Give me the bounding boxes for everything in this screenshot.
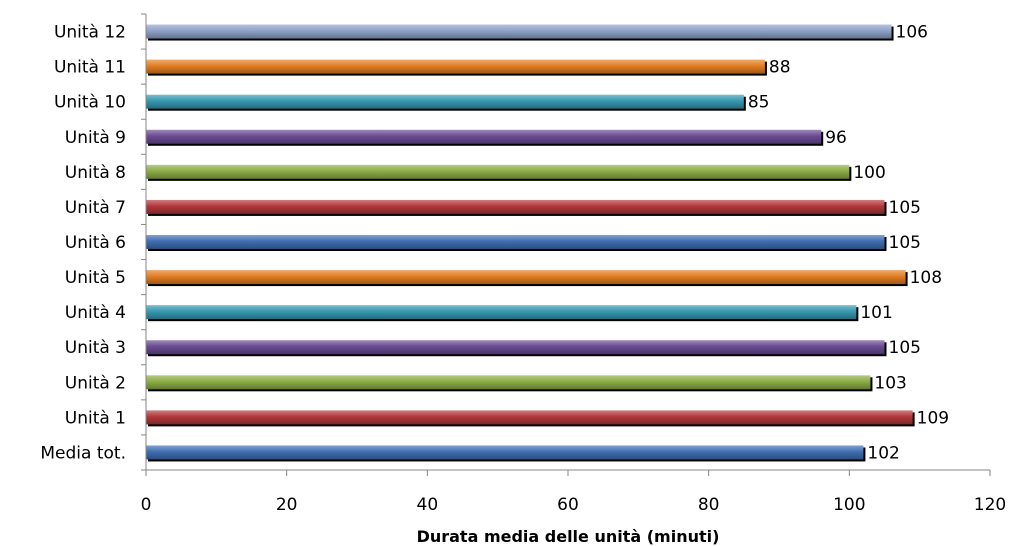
x-tick-label-20: 20 bbox=[276, 495, 298, 515]
value-label-unita-9: 96 bbox=[825, 128, 847, 148]
category-label-unita-6: Unità 6 bbox=[65, 233, 126, 253]
axes-layer bbox=[141, 13, 991, 476]
x-tick-label-0: 0 bbox=[141, 495, 152, 515]
x-tick-label-80: 80 bbox=[698, 495, 720, 515]
category-label-unita-3: Unità 3 bbox=[65, 338, 126, 358]
category-label-unita-5: Unità 5 bbox=[65, 268, 126, 288]
value-label-unita-12: 106 bbox=[896, 23, 928, 43]
bar-unita-12 bbox=[146, 24, 892, 39]
bar-unita-6 bbox=[146, 235, 885, 249]
category-label-unita-2: Unità 2 bbox=[65, 373, 126, 393]
value-label-unita-8: 100 bbox=[853, 163, 885, 183]
category-label-unita-11: Unità 11 bbox=[54, 58, 126, 78]
x-tick-label-120: 120 bbox=[974, 495, 1006, 515]
bar-unita-7 bbox=[146, 199, 885, 214]
bar-unita-3 bbox=[146, 340, 885, 355]
category-label-media-tot: Media tot. bbox=[40, 443, 126, 463]
x-tick-label-40: 40 bbox=[417, 495, 439, 515]
category-label-unita-10: Unità 10 bbox=[54, 93, 126, 113]
value-label-unita-11: 88 bbox=[769, 58, 791, 78]
category-label-unita-1: Unità 1 bbox=[65, 408, 126, 428]
bars-layer bbox=[146, 24, 915, 462]
bar-unita-4 bbox=[146, 305, 857, 320]
category-label-unita-7: Unità 7 bbox=[65, 198, 126, 218]
bar-unita-9 bbox=[146, 129, 822, 144]
category-label-unita-8: Unità 8 bbox=[65, 163, 126, 183]
bar-unita-11 bbox=[146, 59, 765, 74]
bar-unita-8 bbox=[146, 164, 850, 179]
value-label-unita-3: 105 bbox=[889, 338, 921, 358]
value-label-media-tot: 102 bbox=[867, 443, 899, 463]
bar-unita-10 bbox=[146, 94, 744, 109]
bar-unita-2 bbox=[146, 375, 871, 390]
value-label-unita-2: 103 bbox=[874, 373, 906, 393]
value-label-unita-7: 105 bbox=[889, 198, 921, 218]
value-label-unita-5: 108 bbox=[910, 268, 942, 288]
value-label-unita-1: 109 bbox=[917, 408, 949, 428]
category-label-unita-4: Unità 4 bbox=[65, 303, 126, 323]
category-label-unita-12: Unità 12 bbox=[54, 23, 126, 43]
category-label-unita-9: Unità 9 bbox=[65, 128, 126, 148]
value-label-unita-6: 105 bbox=[889, 233, 921, 253]
bar-unita-1 bbox=[146, 410, 913, 425]
value-label-unita-4: 101 bbox=[860, 303, 892, 323]
labels-layer: Media tot. 102 Unità 1 109 Unità 2 103 Unità 3… bbox=[40, 23, 1006, 515]
x-tick-label-60: 60 bbox=[557, 495, 579, 515]
value-label-unita-10: 85 bbox=[748, 93, 770, 113]
bar-unita-5 bbox=[146, 270, 906, 285]
x-tick-label-100: 100 bbox=[833, 495, 865, 515]
bar-media-tot bbox=[146, 445, 864, 460]
x-axis-title: Durata media delle unità (minuti) bbox=[417, 527, 720, 546]
